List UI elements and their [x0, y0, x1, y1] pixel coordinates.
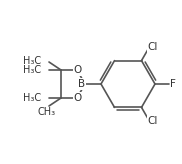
Text: O: O [74, 93, 82, 103]
Text: F: F [170, 79, 176, 89]
Text: CH₃: CH₃ [38, 107, 56, 117]
Text: Cl: Cl [147, 42, 158, 52]
Text: B: B [78, 79, 86, 89]
Text: H₃C: H₃C [23, 93, 41, 103]
Text: H₃C: H₃C [23, 56, 41, 66]
Text: O: O [74, 65, 82, 75]
Text: H₃C: H₃C [23, 65, 41, 75]
Text: Cl: Cl [147, 115, 158, 125]
